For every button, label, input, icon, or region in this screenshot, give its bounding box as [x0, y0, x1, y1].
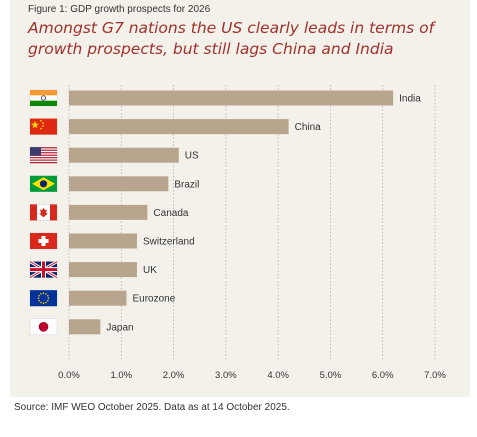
figure-label: Figure 1: GDP growth prospects for 2026 — [28, 4, 211, 15]
x-tick-label: 1.0% — [110, 370, 132, 381]
bar-japan — [69, 319, 101, 335]
category-label: Eurozone — [133, 294, 176, 305]
x-axis-ticks: 0.0% 1.0% 2.0% 3.0% 4.0% 5.0% 6.0% 7.0% — [58, 370, 446, 381]
category-label: Japan — [106, 322, 133, 333]
bar-uk — [69, 262, 137, 278]
x-tick-label: 5.0% — [320, 370, 342, 381]
chart-title: Amongst G7 nations the US clearly leads … — [28, 19, 435, 58]
bar-china — [69, 119, 289, 135]
x-tick-label: 7.0% — [424, 370, 446, 381]
source-note: Source: IMF WEO October 2025. Data as at… — [14, 402, 290, 413]
china-flag-icon — [29, 118, 58, 135]
bar-brazil — [69, 176, 169, 192]
x-tick-label: 0.0% — [58, 370, 80, 381]
bar-india — [69, 90, 394, 106]
bar-canada — [69, 204, 148, 220]
us-flag-icon — [29, 146, 58, 164]
bar-switzerland — [69, 233, 137, 249]
japan-flag-icon — [29, 318, 58, 336]
bar-us — [69, 147, 179, 163]
bar-eurozone — [69, 290, 127, 306]
flags — [29, 89, 58, 336]
switzerland-flag-icon — [29, 232, 58, 250]
bars: India China US Brazil Canada Switzerland UK Eur… — [69, 90, 421, 335]
india-flag-icon — [29, 89, 58, 107]
category-label: Canada — [153, 208, 188, 219]
brazil-flag-icon — [29, 175, 58, 193]
x-tick-label: 3.0% — [215, 370, 237, 381]
category-label: Switzerland — [143, 237, 195, 248]
x-tick-label: 4.0% — [267, 370, 289, 381]
x-tick-label: 2.0% — [163, 370, 185, 381]
uk-flag-icon — [29, 260, 58, 279]
category-label: Brazil — [174, 179, 199, 190]
category-label: UK — [143, 265, 157, 276]
category-label: China — [295, 122, 322, 133]
category-label: US — [185, 151, 199, 162]
x-tick-label: 6.0% — [372, 370, 394, 381]
canada-flag-icon — [29, 204, 58, 221]
category-label: India — [399, 94, 421, 105]
eurozone-flag-icon — [29, 289, 58, 307]
